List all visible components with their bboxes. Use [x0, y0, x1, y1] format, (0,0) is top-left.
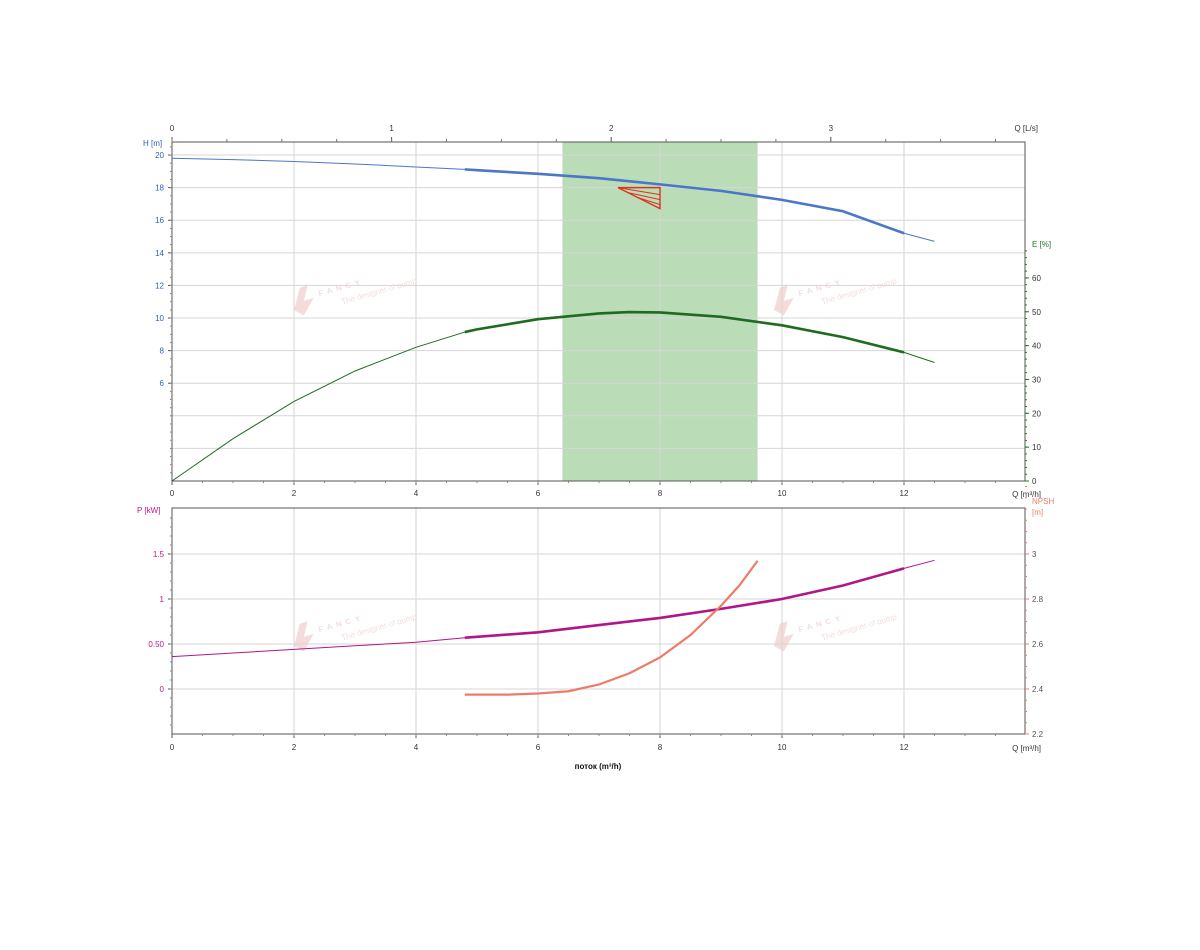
power-axis-tick-label: 1: [160, 595, 165, 604]
x-axis-tick-label: 2: [292, 743, 297, 752]
power-axis-label: P [kW]: [137, 506, 160, 515]
x-axis-tick-label: 4: [414, 743, 419, 752]
x-axis-tick-label: 0: [170, 489, 175, 498]
x-axis-tick-label: 8: [658, 743, 663, 752]
npsh-axis-tick-label: 2.8: [1032, 595, 1044, 604]
right-axis-tick-label: 40: [1032, 342, 1041, 351]
power-axis-tick-label: 1.5: [153, 550, 165, 559]
top-axis-tick-label: 2: [609, 124, 614, 133]
x-axis-tick-label: 8: [658, 489, 663, 498]
npsh-axis-tick-label: 2.6: [1032, 640, 1044, 649]
right-axis-tick-label: 10: [1032, 443, 1041, 452]
left-axis-tick-label: 16: [155, 216, 164, 225]
efficiency-curve-full: [171, 311, 935, 482]
duty-point-marker: [617, 186, 661, 210]
power-curve-operating: [464, 567, 905, 639]
watermark-logo-icon: [773, 285, 794, 316]
duty-point-hatch: [627, 192, 661, 201]
power-axis-tick-label: 0: [160, 685, 165, 694]
npsh-curve: [464, 560, 759, 696]
top-axis-tick-label: 3: [829, 124, 834, 133]
top-axis-tick-label: 0: [170, 124, 175, 133]
flow-axis-title: поток (m³/h): [575, 762, 622, 771]
top-axis-tick-label: 1: [389, 124, 394, 133]
watermark-logo-icon: [293, 285, 314, 316]
x-axis-tick-label: 0: [170, 743, 175, 752]
left-axis-tick-label: 8: [160, 347, 165, 356]
right-axis-tick-label: 20: [1032, 409, 1041, 418]
head-curve-full: [171, 157, 935, 242]
x-axis-tick-label: 6: [536, 743, 541, 752]
left-axis-tick-label: 18: [155, 184, 164, 193]
left-axis-tick-label: 14: [155, 249, 164, 258]
left-axis-tick-label: 20: [155, 151, 164, 160]
head-curve-operating: [464, 168, 905, 235]
x-axis-tick-label: 6: [536, 489, 541, 498]
npsh-axis-label: NPSH: [1032, 497, 1054, 506]
x-axis-tick-label: 10: [778, 743, 787, 752]
npsh-axis-unit: [m]: [1032, 508, 1043, 517]
npsh-axis-tick-label: 2.4: [1032, 685, 1044, 694]
left-axis-label: H [m]: [143, 139, 162, 148]
x-axis-tick-label: 12: [900, 489, 909, 498]
right-axis-tick-label: 60: [1032, 274, 1041, 283]
right-axis-tick-label: 0: [1032, 477, 1037, 486]
x-axis-tick-label: 2: [292, 489, 297, 498]
power-axis-tick-label: 0.50: [148, 640, 164, 649]
efficiency-curve-operating: [464, 310, 905, 354]
x-axis-label: Q [m³/h]: [1012, 490, 1041, 499]
power-curve-full: [171, 559, 935, 658]
x-axis-label: Q [m³/h]: [1012, 744, 1041, 753]
left-axis-tick-label: 12: [155, 281, 164, 290]
npsh-axis-tick-label: 2.2: [1032, 730, 1044, 739]
watermark-logo-icon: [773, 621, 794, 652]
npsh-axis-tick-label: 3: [1032, 550, 1037, 559]
x-axis-tick-label: 10: [778, 489, 787, 498]
left-axis-tick-label: 10: [155, 314, 164, 323]
right-axis-label: E [%]: [1032, 240, 1051, 249]
right-axis-tick-label: 30: [1032, 375, 1041, 384]
top-axis-label: Q [L/s]: [1014, 124, 1038, 133]
x-axis-tick-label: 4: [414, 489, 419, 498]
right-axis-tick-label: 50: [1032, 308, 1041, 317]
left-axis-tick-label: 6: [160, 379, 165, 388]
duty-point-hatch: [617, 187, 661, 196]
duty-point-hatch: [637, 197, 661, 206]
x-axis-tick-label: 12: [900, 743, 909, 752]
